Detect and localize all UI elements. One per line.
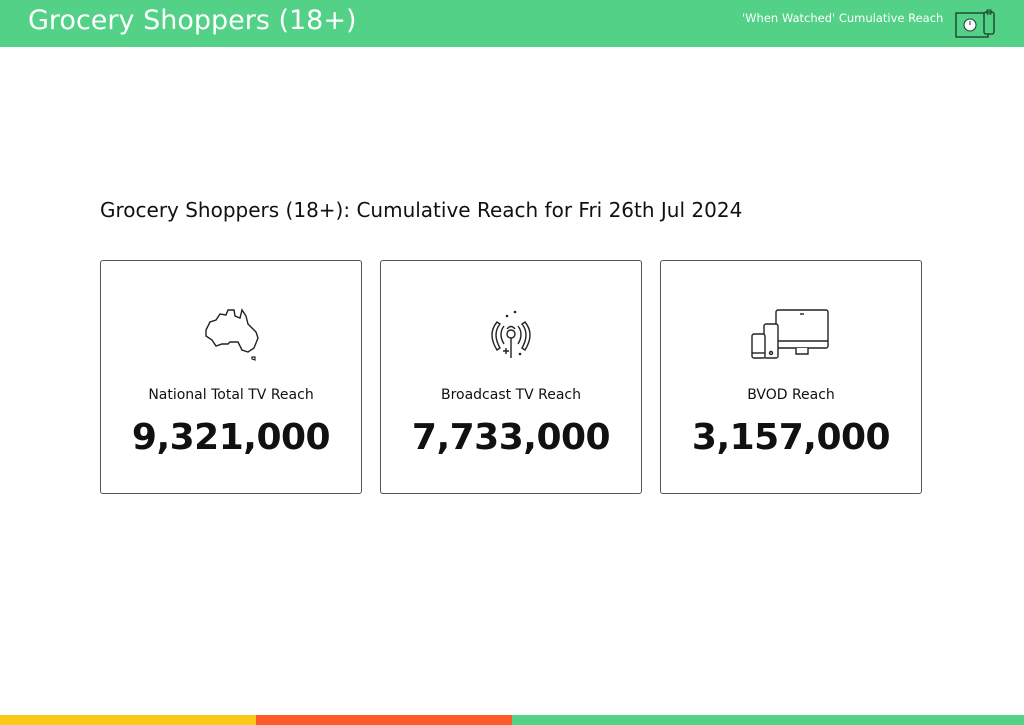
australia-map-icon bbox=[205, 308, 259, 361]
broadcast-reach-card: Broadcast TV Reach 7,733,000 bbox=[380, 260, 642, 494]
bvod-reach-card: BVOD Reach 3,157,000 bbox=[660, 260, 922, 494]
tv-clock-phone-icon bbox=[955, 9, 995, 38]
card-label: Broadcast TV Reach bbox=[440, 387, 582, 403]
footer-bar-red bbox=[256, 715, 512, 725]
devices-icon bbox=[751, 309, 829, 359]
footer-bar-yellow bbox=[0, 715, 256, 725]
footer-bar-green bbox=[512, 715, 1024, 725]
card-label: BVOD Reach bbox=[747, 387, 835, 403]
card-label: National Total TV Reach bbox=[148, 387, 314, 403]
card-value: 7,733,000 bbox=[411, 417, 611, 458]
national-reach-card: National Total TV Reach 9,321,000 bbox=[100, 260, 362, 494]
header-bar: Grocery Shoppers (18+) 'When Watched' Cu… bbox=[0, 0, 1024, 47]
broadcast-antenna-icon bbox=[491, 310, 531, 358]
page-title: Grocery Shoppers (18+) bbox=[28, 5, 357, 36]
card-value: 9,321,000 bbox=[131, 417, 331, 458]
section-heading: Grocery Shoppers (18+): Cumulative Reach… bbox=[100, 198, 743, 222]
report-subtitle: 'When Watched' Cumulative Reach bbox=[742, 11, 944, 25]
card-value: 3,157,000 bbox=[691, 417, 891, 458]
